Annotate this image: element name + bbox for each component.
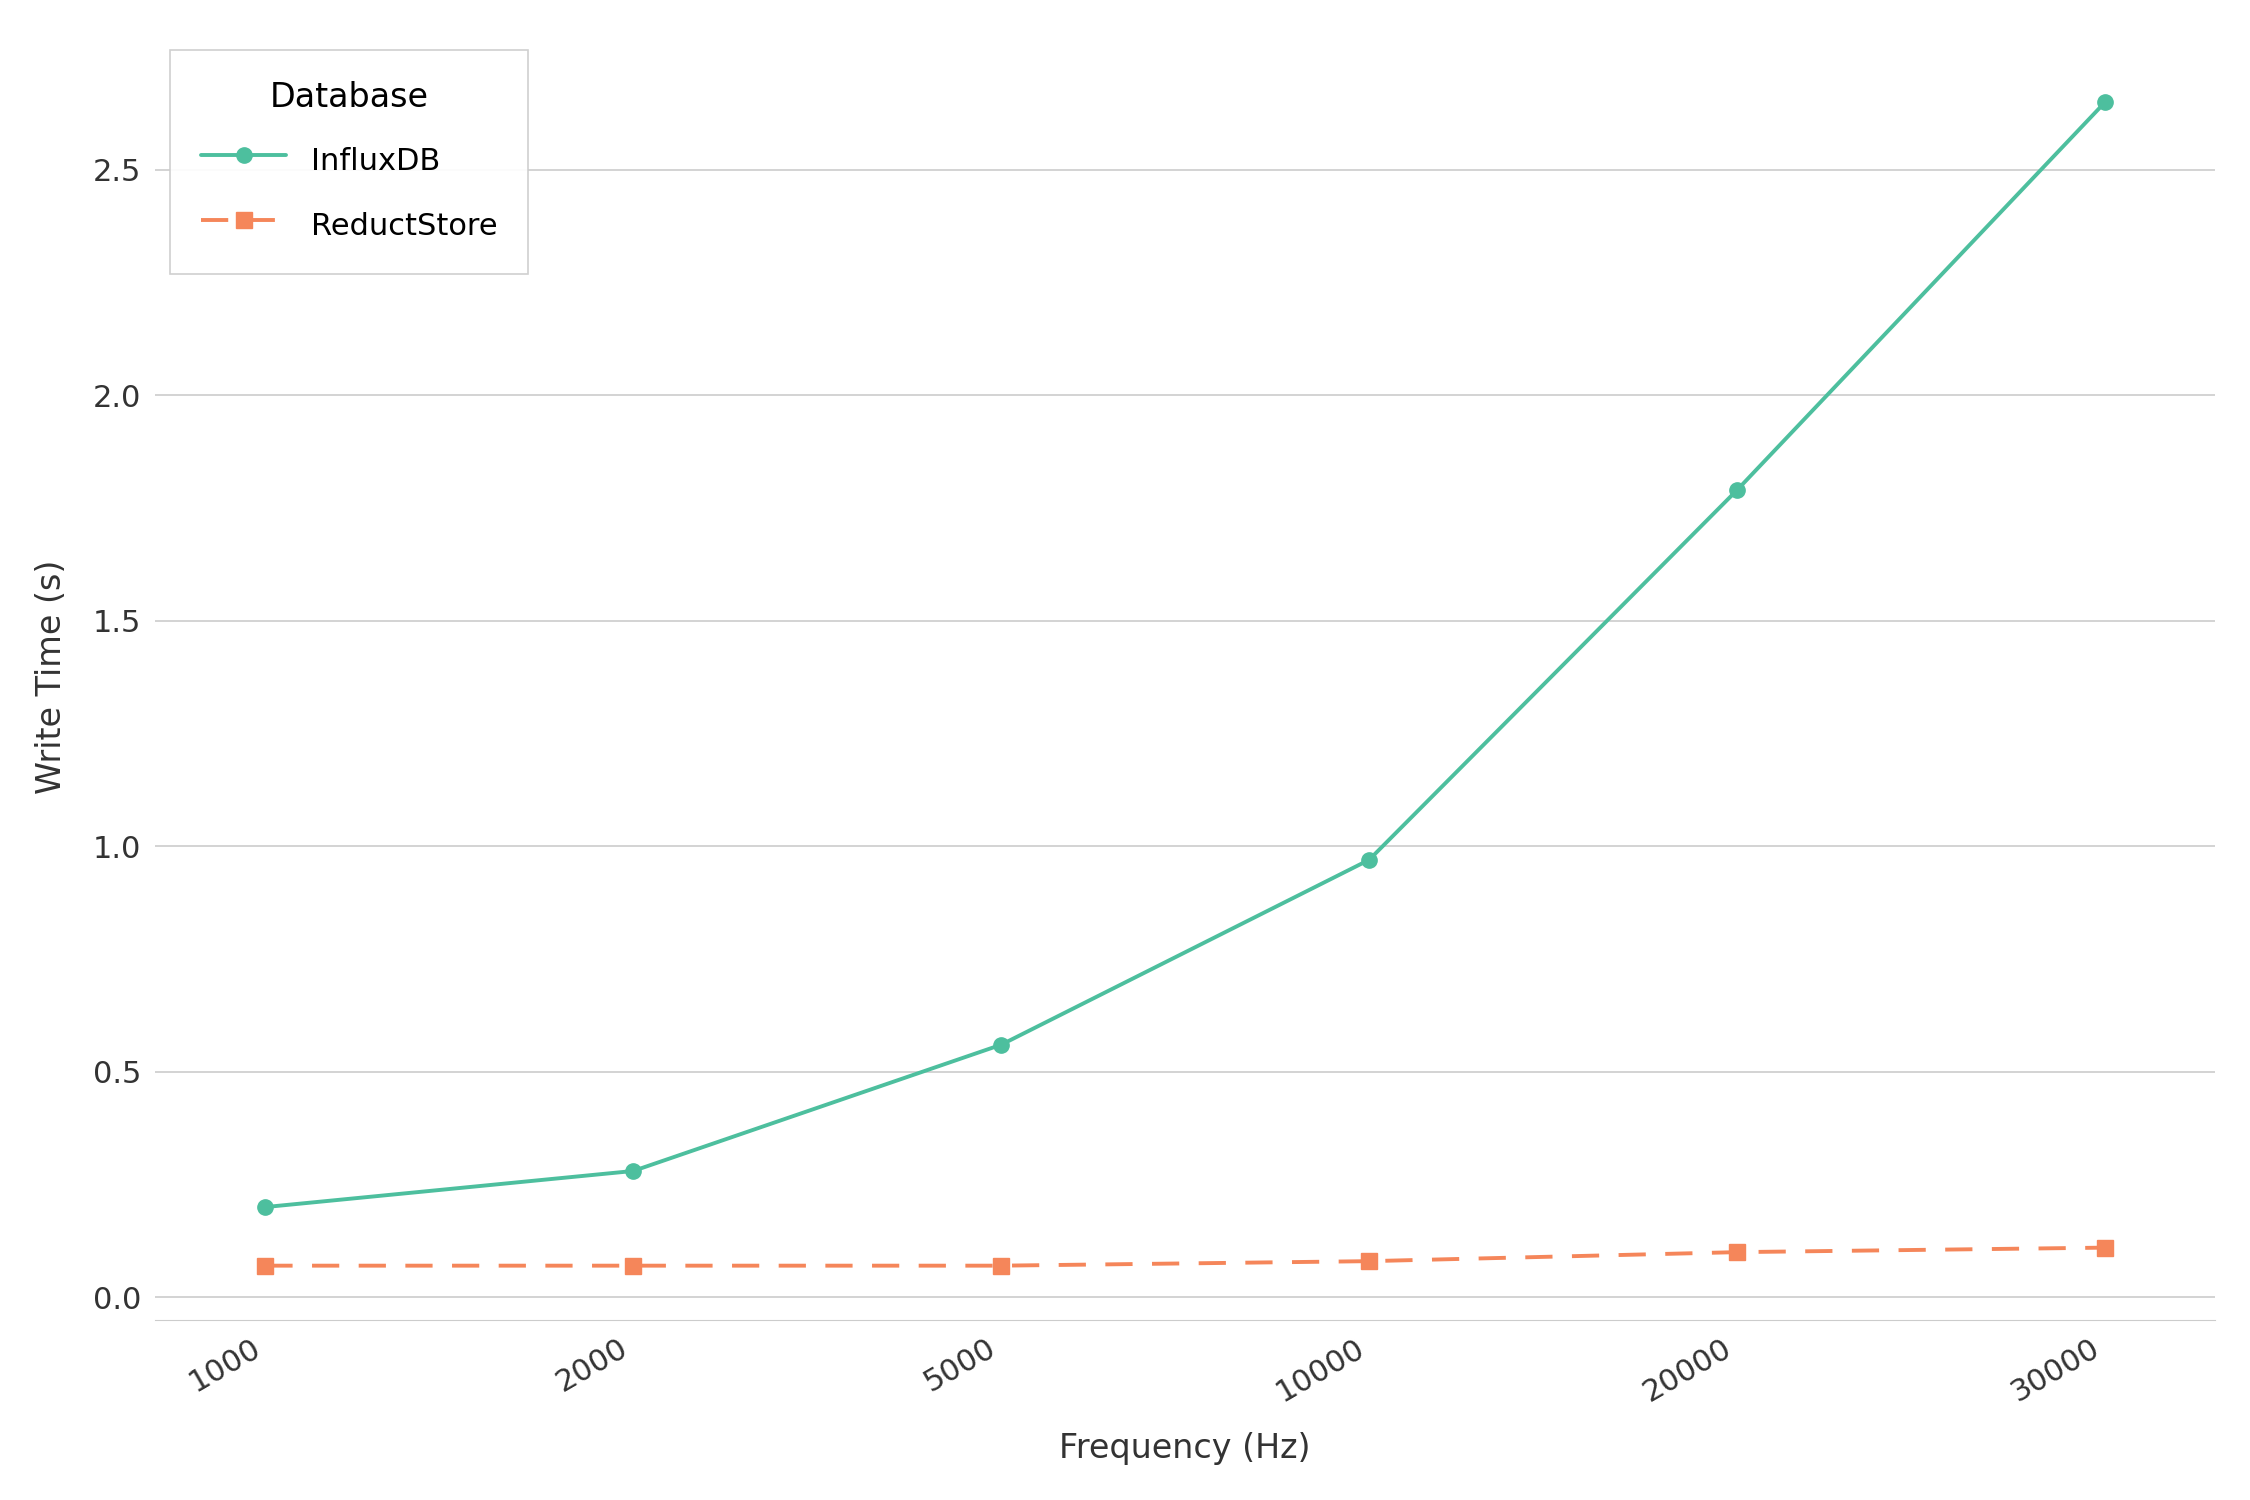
InfluxDB [1724, 482, 1750, 500]
X-axis label: Frequency (Hz): Frequency (Hz) [1060, 1432, 1312, 1466]
Line: InfluxDB: InfluxDB [259, 94, 2113, 1215]
InfluxDB [1354, 850, 1382, 868]
InfluxDB [988, 1035, 1015, 1053]
ReductStore [1354, 1252, 1382, 1270]
Line: ReductStore: ReductStore [259, 1240, 2113, 1274]
Y-axis label: Write Time (s): Write Time (s) [34, 560, 68, 795]
ReductStore [619, 1257, 646, 1275]
ReductStore [988, 1257, 1015, 1275]
InfluxDB [619, 1162, 646, 1180]
Legend: InfluxDB, ReductStore: InfluxDB, ReductStore [171, 50, 529, 273]
ReductStore [1724, 1244, 1750, 1262]
InfluxDB [2092, 93, 2120, 111]
ReductStore [2092, 1239, 2120, 1257]
InfluxDB [252, 1198, 279, 1216]
ReductStore [252, 1257, 279, 1275]
